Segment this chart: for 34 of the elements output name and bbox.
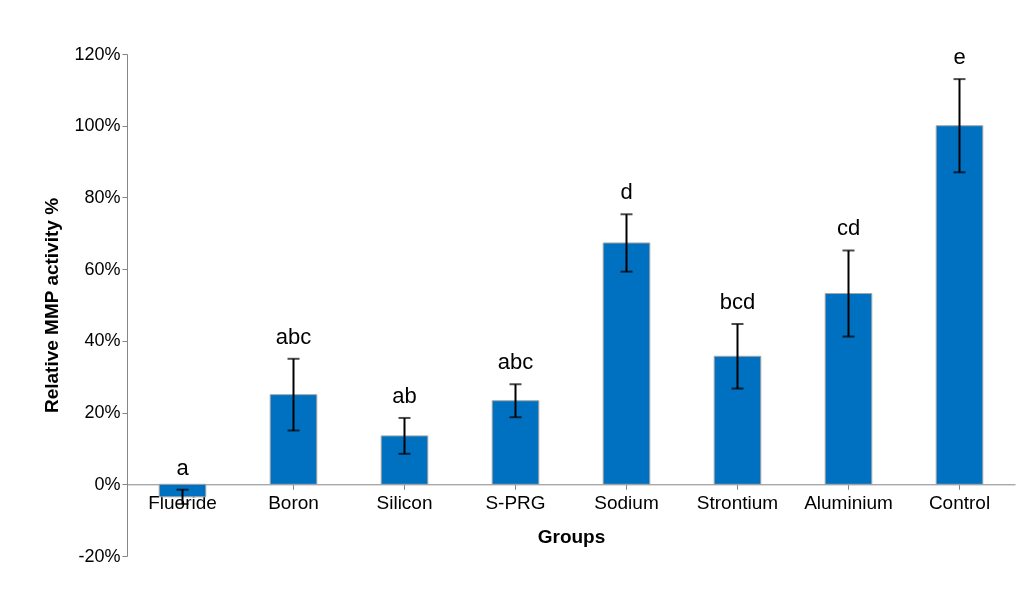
y-axis-title: Relative MMP activity %	[41, 197, 63, 414]
y-tick-label: 120%	[74, 43, 121, 64]
annotation: abc	[497, 349, 534, 375]
y-tick-label: 40%	[84, 330, 121, 351]
bar	[602, 242, 651, 485]
y-tick-label: 0%	[94, 473, 121, 494]
bar	[380, 435, 429, 485]
x-tick-label: S-PRG	[485, 491, 546, 513]
annotation: a	[176, 454, 190, 480]
x-tick-label: Aluminium	[804, 491, 893, 513]
annotation: abc	[275, 323, 312, 349]
bar	[158, 483, 207, 498]
x-tick-label: Boron	[268, 491, 319, 513]
bar	[491, 400, 540, 485]
annotation: d	[620, 179, 633, 205]
x-axis-title: Groups	[537, 525, 606, 547]
x-tick-label: Sodium	[594, 491, 659, 513]
bar	[713, 355, 762, 485]
y-tick-label: 60%	[84, 258, 121, 279]
y-tick-label: 20%	[84, 402, 121, 423]
x-tick-label: Fluoride	[148, 491, 217, 513]
annotation: bcd	[719, 289, 756, 314]
y-tick-label: 100%	[74, 115, 121, 136]
annotation: ab	[392, 382, 417, 408]
annotation: e	[953, 44, 966, 70]
bar	[269, 394, 318, 485]
bar	[824, 293, 873, 485]
y-tick-label: 80%	[84, 186, 121, 207]
x-tick-label: Silicon	[376, 491, 433, 513]
x-tick-label: Strontium	[696, 491, 779, 513]
bar	[935, 125, 984, 485]
annotation: cd	[836, 215, 861, 241]
x-tick-label: Control	[928, 491, 991, 513]
y-tick-label: -20%	[78, 545, 121, 566]
